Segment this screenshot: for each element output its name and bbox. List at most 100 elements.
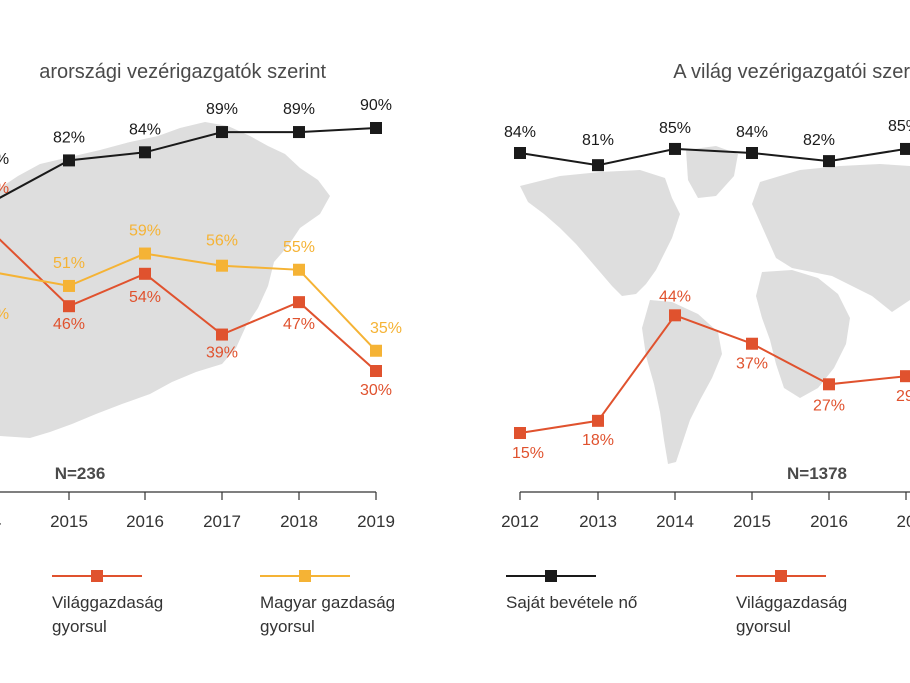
data-label: 37% [736,356,768,373]
data-label: 55% [283,239,315,256]
legend-swatch-marker [545,570,557,582]
series-marker [823,155,835,168]
data-label: 85% [888,118,910,135]
legend-label: Világgazdaság [736,593,847,612]
series-marker [514,147,526,159]
world-map-africa [756,270,850,398]
data-label: 39% [206,345,238,362]
series-marker [63,279,75,292]
data-label: 84% [504,124,536,141]
x-tick-label: 2019 [357,512,395,531]
data-label: 85% [659,120,691,137]
x-tick-label: 20 [897,512,910,531]
data-label: % [0,180,9,197]
data-label: % [0,306,9,323]
sample-size-note: N=236 [55,464,106,483]
right-chart: A világ vezérigazgatói szer 2012 2013 2014 2… [501,61,910,636]
legend-label: gyorsul [736,617,791,636]
x-tick-label: 2017 [203,512,241,531]
data-label: 59% [129,223,161,240]
data-label: 89% [206,101,238,118]
data-label: 27% [813,397,845,414]
data-label: 46% [53,316,85,333]
series-marker [900,142,910,155]
left-map-background [0,122,330,438]
data-label: 82% [53,129,85,146]
world-map-eurasia [752,164,910,312]
series-marker [592,159,604,172]
right-map-background [520,146,910,464]
series-marker [293,296,305,309]
data-label: % [0,151,9,168]
data-label: 18% [582,432,614,449]
legend-label: Világgazdaság [52,593,163,612]
series-marker [293,263,305,276]
data-label: 54% [129,289,161,306]
series-marker [746,337,758,350]
series-line [0,127,377,199]
data-label: 47% [283,316,315,333]
series-marker [216,126,228,139]
series-marker [216,259,228,272]
series-marker [63,300,75,313]
x-tick-label: 2015 [50,512,88,531]
data-label: 30% [360,382,392,399]
series-line [0,252,377,352]
data-label: 29% [896,388,910,405]
data-label: 81% [582,132,614,149]
legend-label: gyorsul [52,617,107,636]
data-label: 82% [803,132,835,149]
data-label: 84% [736,124,768,141]
series-marker [370,365,382,377]
data-label: 51% [53,255,85,272]
series-marker [900,370,910,383]
series-marker [746,147,758,159]
data-label: 90% [360,97,392,114]
series-marker [216,328,228,341]
series-marker [669,309,681,322]
x-tick-label: 2015 [733,512,771,531]
data-label: 56% [206,233,238,250]
x-tick-label: 14 [0,512,1,531]
legend-label: Magyar gazdaság [260,593,395,612]
legend-label: Saját bevétele nő [506,593,637,612]
series-marker [293,126,305,139]
series-marker [669,142,681,155]
x-tick-label: 2016 [810,512,848,531]
series-marker [370,344,382,357]
world-map-north-america [520,170,680,296]
world-map-south-america [642,300,722,464]
data-label: 35% [370,320,402,337]
series-marker [514,427,526,439]
hungary-map-shape [0,122,330,438]
legend-label: gyorsul [260,617,315,636]
series-line [519,314,907,434]
x-tick-label: 2012 [501,512,539,531]
x-tick-label: 2018 [280,512,318,531]
series-line [0,238,377,372]
chart-title: A világ vezérigazgatói szer [673,61,910,83]
series-marker [139,247,151,260]
legend-swatch-marker [91,570,103,582]
series-marker [139,146,151,159]
data-label: 89% [283,101,315,118]
sample-size-note: N=1378 [787,464,847,483]
data-label: 44% [659,288,691,305]
series-line [519,147,907,167]
legend-swatch-marker [775,570,787,582]
series-marker [139,267,151,280]
series-marker [592,414,604,427]
series-marker [370,122,382,134]
data-label: 15% [512,445,544,462]
x-tick-label: 2014 [656,512,694,531]
series-marker [63,154,75,167]
left-chart: arországi vezérigazgatók szerint 14 2015 20… [0,61,402,636]
series-marker [823,378,835,391]
legend-swatch-marker [299,570,311,582]
x-tick-label: 2016 [126,512,164,531]
data-label: 84% [129,121,161,138]
chart-title: arországi vezérigazgatók szerint [39,61,326,83]
world-map-greenland [686,146,738,198]
x-tick-label: 2013 [579,512,617,531]
